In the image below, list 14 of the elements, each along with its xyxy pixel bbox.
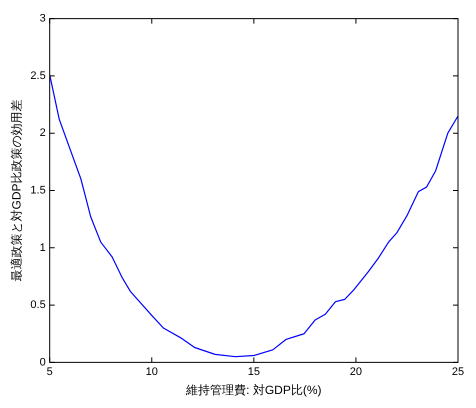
x-axis-title: 維持管理費: 対GDP比(%) <box>185 383 322 398</box>
x-tick-label: 20 <box>350 366 362 378</box>
y-tick-label: 1 <box>40 242 46 254</box>
x-tick-label: 10 <box>146 366 158 378</box>
x-tick-label: 15 <box>248 366 260 378</box>
y-tick-label: 2.5 <box>30 70 46 82</box>
y-tick-label: 1.5 <box>30 184 46 197</box>
y-tick-label: 2 <box>40 127 46 140</box>
y-tick-label: 0.5 <box>30 299 46 312</box>
y-tick-label: 0 <box>40 356 46 368</box>
y-axis-title: 最適政策と対GDP比政策の効用差 <box>10 99 24 282</box>
x-tick-label: 5 <box>46 366 53 378</box>
y-tick-label: 3 <box>40 12 46 25</box>
x-tick-label: 25 <box>452 366 464 378</box>
